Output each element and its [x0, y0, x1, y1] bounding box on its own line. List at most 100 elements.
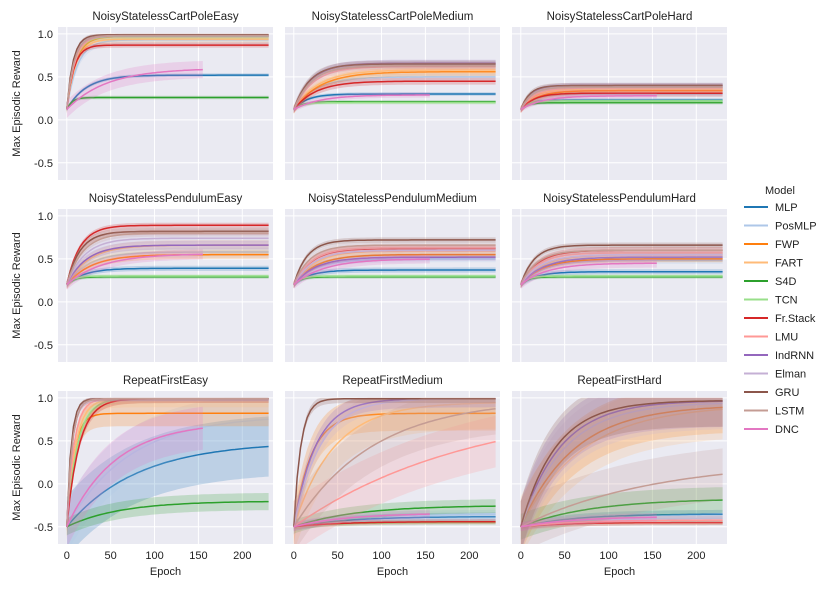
band-s4d [66, 275, 269, 287]
band-lmu [520, 84, 723, 113]
panel-title: RepeatFirstEasy [123, 375, 208, 387]
band-mlp [293, 267, 496, 288]
line-mlp [293, 93, 496, 111]
band-lstm [293, 62, 496, 113]
x-tick-label: 100 [599, 550, 617, 562]
panel-background [512, 209, 727, 362]
legend-label: PosMLP [775, 221, 817, 233]
band-fr-stack [293, 245, 496, 289]
line-fr-stack [66, 224, 269, 285]
legend-item-fart: FART [744, 258, 803, 270]
line-fwp [293, 253, 496, 286]
line-lstm [293, 64, 496, 110]
y-axis-label: Max Episodic Reward [11, 50, 23, 156]
line-dnc [293, 258, 430, 286]
line-lstm [520, 86, 723, 110]
line-indrnn [293, 256, 496, 286]
line-fwp [66, 412, 269, 527]
x-tick-label: 50 [559, 550, 571, 562]
line-fwp [520, 89, 723, 111]
band-tcn [293, 100, 496, 112]
plot-area [520, 242, 723, 289]
panel-repeatfirsthard: RepeatFirstHard 0 50 100 150 200 [512, 375, 727, 562]
band-posmlp [520, 257, 723, 289]
line-s4d [66, 96, 269, 110]
band-lstm [293, 397, 496, 544]
panel-noisystatelesscartpolemedium: NoisyStatelessCartPoleMedium [285, 11, 500, 180]
line-s4d [520, 276, 723, 286]
band-fwp [66, 400, 269, 540]
legend-label: FWP [775, 239, 799, 251]
legend: Model MLP PosMLP FWP FART S4D TCN Fr.Stack LMU In… [744, 185, 817, 436]
line-s4d [520, 101, 723, 111]
line-dnc [293, 513, 430, 528]
line-lmu [293, 65, 496, 110]
legend-item-lmu: LMU [744, 332, 798, 344]
line-dnc [66, 253, 203, 286]
line-tcn [66, 35, 269, 110]
band-fart [520, 85, 723, 113]
panel-title: NoisyStatelessCartPoleHard [547, 11, 693, 23]
panel-noisystatelesspendulumeasy: NoisyStatelessPendulumEasy 1.0 0.5 0.0 -0.5 [34, 193, 273, 362]
line-posmlp [520, 517, 723, 528]
line-lmu [293, 246, 496, 285]
y-tick-label: 0.5 [38, 254, 53, 266]
line-lstm [520, 249, 723, 285]
legend-label: S4D [775, 276, 796, 288]
line-posmlp [66, 251, 269, 286]
y-tick-label: 0.5 [38, 436, 53, 448]
y-tick-label: -0.5 [34, 522, 53, 534]
line-gru [293, 397, 496, 527]
band-fart [66, 239, 269, 290]
x-tick-label: 150 [416, 550, 434, 562]
line-posmlp [66, 39, 269, 110]
line-elman [520, 253, 723, 286]
y-tick-label: -0.5 [34, 340, 53, 352]
band-s4d [293, 275, 496, 287]
line-fwp [293, 70, 496, 110]
line-gru [520, 84, 723, 110]
x-tick-label: 50 [332, 550, 344, 562]
legend-title: Model [765, 185, 795, 197]
line-tcn [520, 100, 723, 111]
x-tick-label: 200 [460, 550, 478, 562]
band-gru [293, 237, 496, 288]
band-mlp [66, 265, 269, 288]
line-gru [66, 230, 269, 285]
y-tick-label: 0.0 [38, 479, 53, 491]
panel-noisystatelesscartpolehard: NoisyStatelessCartPoleHard [512, 11, 727, 180]
band-posmlp [66, 397, 269, 544]
line-dnc [520, 95, 657, 111]
band-dnc [66, 406, 203, 544]
y-tick-label: -0.5 [34, 158, 53, 170]
panel-title: NoisyStatelessCartPoleEasy [92, 11, 239, 23]
band-lstm [293, 241, 496, 289]
y-axis-label: Max Episodic Reward [11, 232, 23, 338]
legend-item-mlp: MLP [744, 202, 798, 214]
line-posmlp [66, 418, 269, 528]
band-fart [520, 397, 723, 544]
line-elman [66, 237, 269, 285]
legend-item-posmlp: PosMLP [744, 221, 817, 233]
x-axis-label: Epoch [377, 566, 408, 578]
line-tcn [66, 275, 269, 286]
band-gru [520, 242, 723, 288]
x-tick-label: 100 [145, 550, 163, 562]
x-tick-label: 150 [643, 550, 661, 562]
band-indrnn [520, 253, 723, 289]
y-axis-label: Max Episodic Reward [11, 414, 23, 520]
legend-label: IndRNN [775, 350, 814, 362]
band-mlp [66, 416, 269, 544]
panel-noisystatelesspendulumhard: NoisyStatelessPendulumHard [512, 193, 727, 362]
line-lmu [520, 87, 723, 110]
legend-label: TCN [775, 295, 798, 307]
band-indrnn [520, 397, 723, 544]
plot-area [293, 237, 496, 289]
legend-item-elman: Elman [744, 369, 806, 381]
line-fart [520, 88, 723, 110]
band-tcn [520, 99, 723, 112]
legend-label: MLP [775, 202, 798, 214]
line-tcn [293, 101, 496, 111]
panel-title: NoisyStatelessPendulumHard [543, 193, 696, 205]
line-indrnn [66, 244, 269, 285]
